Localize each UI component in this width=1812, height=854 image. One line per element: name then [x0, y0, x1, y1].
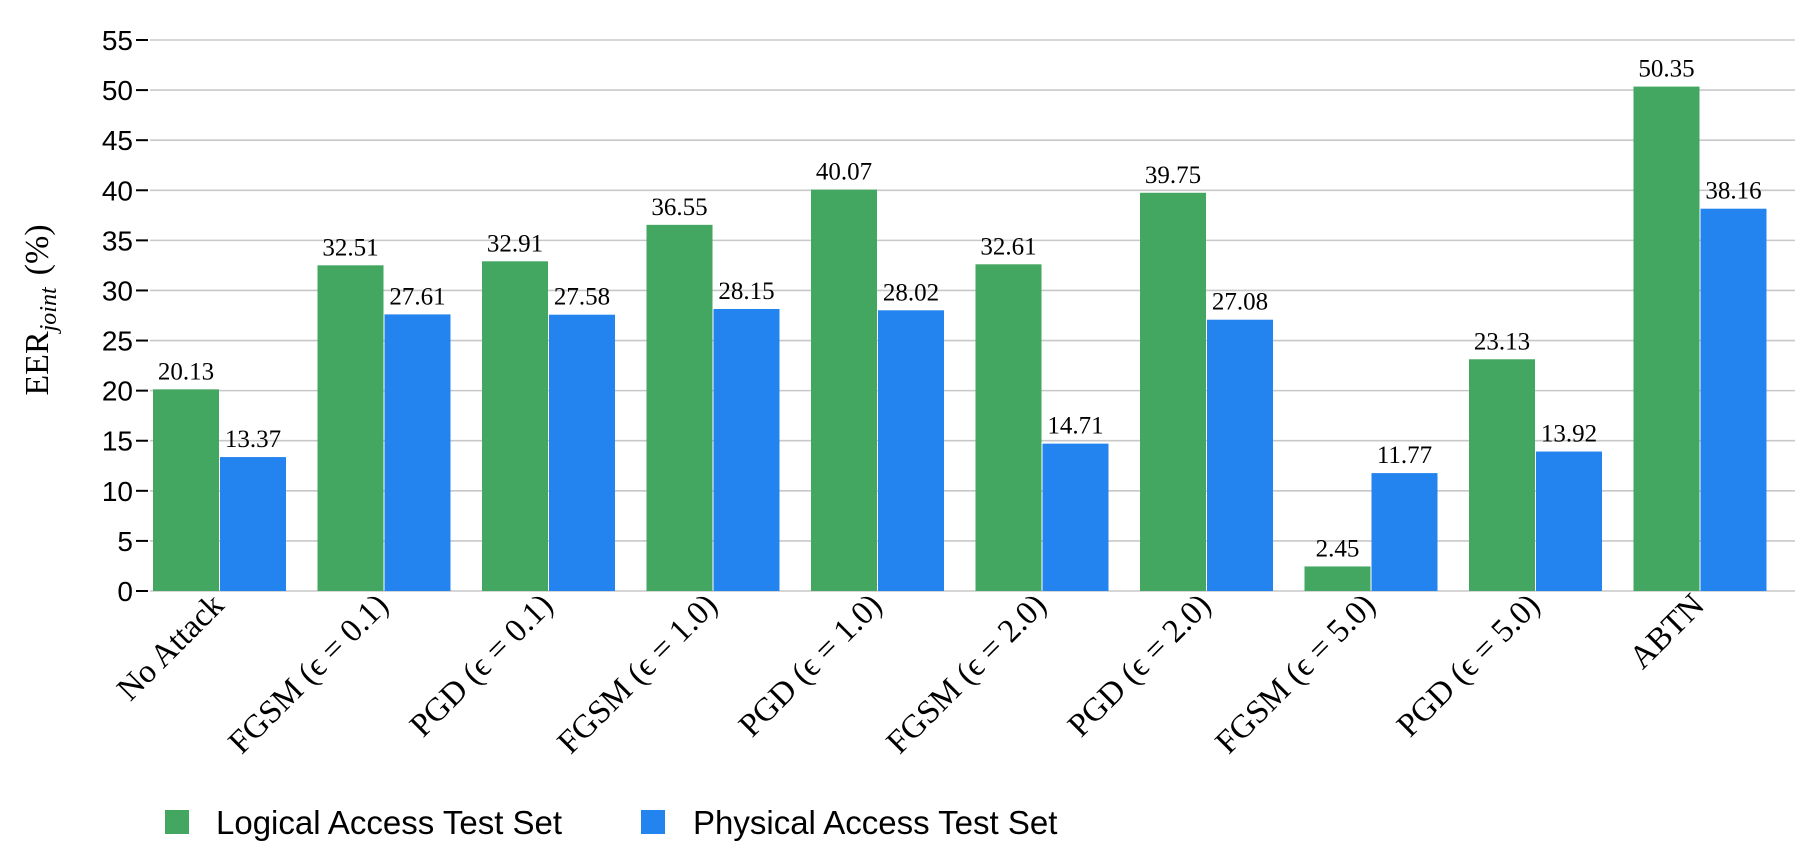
data-label: 36.55	[651, 194, 707, 221]
x-tick-label: PGD (ϵ = 1.0)	[732, 587, 889, 744]
bar-physical-access	[1207, 319, 1273, 591]
bar-logical-access	[646, 224, 713, 591]
data-label: 38.16	[1705, 178, 1761, 205]
bar-logical-access	[975, 264, 1042, 591]
bar-logical-access	[811, 189, 877, 591]
data-label: 32.91	[487, 230, 543, 257]
legend-label-logical: Logical Access Test Set	[216, 804, 562, 841]
data-label: 23.13	[1474, 328, 1530, 355]
data-label: 32.61	[980, 233, 1036, 260]
bar-physical-access	[1700, 208, 1767, 591]
y-tick-label: 50	[102, 75, 133, 106]
y-tick-label: 10	[102, 476, 133, 507]
x-tick-label: FGSM (ϵ = 5.0)	[1209, 587, 1383, 761]
legend-label-physical: Physical Access Test Set	[693, 804, 1057, 841]
bar-physical-access	[878, 310, 944, 591]
bar-logical-access	[1469, 359, 1535, 591]
y-tick-label: 55	[102, 25, 133, 56]
y-tick-label: 35	[102, 225, 133, 256]
y-tick-label: 30	[102, 275, 133, 306]
y-axis-label-main: EER	[19, 331, 56, 396]
bar-physical-access	[1042, 443, 1109, 591]
x-tick-label: PGD (ϵ = 0.1)	[403, 587, 560, 744]
y-tick-label: 40	[102, 175, 133, 206]
y-tick-label: 25	[102, 326, 133, 357]
bars	[153, 86, 1767, 592]
data-labels: 20.13 13.37 32.51 27.61 32.91 27.58 36.55 28.15…	[158, 56, 1762, 563]
data-label: 14.71	[1047, 413, 1103, 440]
x-tick-label: PGD (ϵ = 5.0)	[1390, 587, 1547, 744]
data-label: 39.75	[1145, 162, 1201, 189]
x-tick-label: ABTN	[1623, 587, 1712, 676]
data-label: 20.13	[158, 358, 214, 385]
bar-physical-access	[1371, 473, 1438, 591]
bar-logical-access	[482, 261, 548, 591]
bar-physical-access	[1536, 451, 1602, 591]
data-label: 13.37	[225, 426, 281, 453]
data-label: 27.08	[1212, 289, 1268, 316]
bar-logical-access	[1140, 192, 1206, 591]
data-label: 27.58	[554, 284, 610, 311]
bar-physical-access	[549, 314, 615, 591]
y-tick-label: 0	[117, 576, 133, 607]
y-axis-label-subscript: joint	[36, 286, 62, 334]
y-tick-label: 45	[102, 125, 133, 156]
x-tick-label: FGSM (ϵ = 2.0)	[880, 587, 1054, 761]
x-tick-label: FGSM (ϵ = 0.1)	[222, 587, 396, 761]
bar-logical-access	[317, 265, 384, 591]
y-axis-label-unit: (%)	[19, 224, 56, 275]
legend-swatch-physical	[641, 810, 665, 834]
x-tick-label: PGD (ϵ = 2.0)	[1061, 587, 1218, 744]
data-label: 13.92	[1541, 421, 1597, 448]
bar-logical-access	[153, 389, 219, 591]
y-tick-label: 20	[102, 376, 133, 407]
data-label: 50.35	[1638, 56, 1694, 83]
data-label: 40.07	[816, 159, 872, 186]
bar-physical-access	[384, 314, 451, 591]
y-tick-label: 15	[102, 426, 133, 457]
bar-physical-access	[220, 457, 286, 591]
data-label: 11.77	[1377, 442, 1432, 469]
data-label: 28.15	[718, 278, 774, 305]
bar-logical-access	[1304, 566, 1371, 591]
x-tick-label: FGSM (ϵ = 1.0)	[551, 587, 725, 761]
data-label: 2.45	[1316, 535, 1360, 562]
y-tick-label: 5	[117, 526, 133, 557]
legend: Logical Access Test Set Physical Access …	[165, 804, 1057, 841]
y-axis-label: EERjoint (%)	[19, 224, 62, 395]
data-label: 28.02	[883, 279, 939, 306]
data-label: 32.51	[322, 234, 378, 261]
y-axis: 0 5 10 15 20 25 30 35 40 45 50 55	[102, 25, 148, 607]
bar-physical-access	[713, 308, 780, 591]
data-label: 27.61	[389, 283, 445, 310]
legend-swatch-logical	[165, 810, 189, 834]
bar-logical-access	[1633, 86, 1700, 592]
